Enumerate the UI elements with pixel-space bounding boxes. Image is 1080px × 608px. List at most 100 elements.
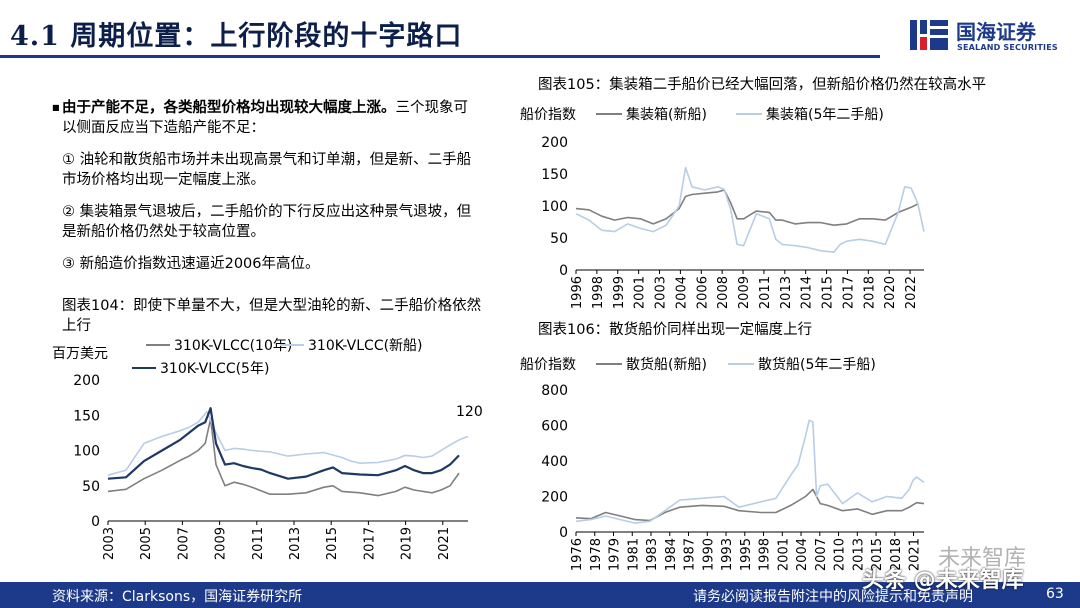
x-tick-label: 1996 <box>570 276 585 309</box>
value-annotation: 120 <box>456 404 483 420</box>
footer-source: 资料来源：Clarksons，国海证券研究所 <box>52 589 303 605</box>
y-tick-label: 600 <box>541 419 568 435</box>
x-tick-label: 1995 <box>739 538 754 571</box>
series-line-used <box>575 166 925 253</box>
x-tick-label: 2007 <box>176 527 191 560</box>
chart105-caption: 图表105：集装箱二手船价已经大幅回落，但新船价格仍然在较高水平 <box>538 77 987 93</box>
y-tick-label: 800 <box>541 383 568 399</box>
x-tick-label: 2011 <box>758 276 773 309</box>
legend-label: 集装箱(5年二手船) <box>766 106 884 123</box>
bulk-price-chart: 船价指数 散货船(新船) 散货船(5年二手船) 0 200 400 600 800 1976 19… <box>520 356 925 571</box>
x-tick-label: 2017 <box>841 276 856 309</box>
x-tick-label: 2009 <box>214 527 229 560</box>
x-tick-label: 2013 <box>779 276 794 309</box>
x-tick-label: 1998 <box>591 276 606 309</box>
legend-label: 310K-VLCC(10年) <box>174 338 292 354</box>
bullet-paragraph: ■ 由于产能不足，各类船型价格均出现较大幅度上涨。三个现象可以侧面反应当下造船产… <box>52 98 482 138</box>
point-1: ① 油轮和散货船市场并未出现高景气和订单潮，但是新、二手船市场价格均出现一定幅度… <box>62 152 472 188</box>
x-tick-label: 2006 <box>695 276 710 309</box>
watermark-logo: 未来智库 <box>938 546 1027 571</box>
x-tick-label: 2004 <box>795 538 810 571</box>
y-tick-label: 200 <box>541 490 568 506</box>
series-line-10y <box>107 418 460 497</box>
title-rule <box>0 55 880 58</box>
x-tick-label: 2001 <box>776 538 791 571</box>
legend-label: 310K-VLCC(5年) <box>160 361 269 377</box>
footer-bar <box>0 582 1080 608</box>
x-tick-label: 2015 <box>821 276 836 309</box>
bullet-rest: 三个现象可以侧面反应当下造船产能不足： <box>62 100 468 136</box>
x-tick-label: 2008 <box>716 276 731 309</box>
x-tick-label: 1976 <box>570 538 585 571</box>
x-tick-label: 2003 <box>654 276 669 309</box>
x-tick-label: 1984 <box>664 538 679 571</box>
x-tick-label: 2017 <box>362 527 377 560</box>
point-3: ③ 新船造价指数迅速逼近2006年高位。 <box>62 256 320 272</box>
y-tick-label: 400 <box>541 454 568 470</box>
x-tick-label: 2013 <box>288 527 303 560</box>
x-tick-label: 2015 <box>870 538 885 571</box>
legend-label: 散货船(新船) <box>626 356 707 373</box>
series-line-5y <box>107 407 460 480</box>
logo-mark-icon <box>910 20 948 50</box>
x-tick-label: 1993 <box>720 538 735 571</box>
legend-label: 集装箱(新船) <box>626 106 707 123</box>
x-tick-label: 2022 <box>904 276 919 309</box>
x-tick-label: 2021 <box>437 527 452 560</box>
x-tick-label: 2005 <box>139 527 154 560</box>
x-tick-label: 1978 <box>589 538 604 571</box>
x-tick-label: 2009 <box>737 276 752 309</box>
y-tick-label: 0 <box>559 525 568 541</box>
chart106-caption: 图表106：散货船价同样出现一定幅度上行 <box>538 322 813 338</box>
y-tick-label: 50 <box>82 479 100 495</box>
page-title: 4.1 周期位置：上行阶段的十字路口 <box>10 21 463 52</box>
chart104-caption: 图表104：即使下单量不大，但是大型油轮的新、二手船价格依然上行 <box>62 298 482 334</box>
y-tick-label: 100 <box>73 444 100 460</box>
x-tick-label: 2021 <box>908 538 923 571</box>
logo-chinese-name: 国海证券 <box>956 20 1036 44</box>
x-tick-label: 1983 <box>645 538 660 571</box>
series-line-new <box>575 488 925 522</box>
series-line-new <box>107 410 469 476</box>
x-tick-label: 2018 <box>889 538 904 571</box>
company-logo: 国海证券 SEALAND SECURITIES <box>908 14 1068 60</box>
x-tick-label: 2013 <box>851 538 866 571</box>
x-tick-label: 2003 <box>102 527 117 560</box>
y-tick-label: 0 <box>559 263 568 279</box>
legend-label: 310K-VLCC(新船) <box>308 338 423 354</box>
x-tick-label: 2010 <box>833 538 848 571</box>
y-axis-label: 船价指数 <box>520 357 576 373</box>
x-tick-label: 2018 <box>862 276 877 309</box>
bullet-lead: 由于产能不足，各类船型价格均出现较大幅度上涨。 <box>62 100 396 116</box>
x-tick-label: 2001 <box>633 276 648 309</box>
x-tick-label: 2014 <box>800 276 815 309</box>
y-tick-label: 150 <box>73 408 100 424</box>
x-tick-label: 2004 <box>674 276 689 309</box>
x-tick-label: 2015 <box>325 527 340 560</box>
y-axis-label: 百万美元 <box>52 346 108 362</box>
x-tick-label: 1990 <box>701 538 716 571</box>
y-tick-label: 150 <box>541 167 568 183</box>
y-tick-label: 200 <box>73 373 100 389</box>
vlcc-price-chart: 百万美元 310K-VLCC(10年) 310K-VLCC(新船) 310K-VLCC… <box>52 338 483 560</box>
y-tick-label: 0 <box>91 514 100 530</box>
x-tick-label: 2019 <box>400 527 415 560</box>
series-line-used <box>575 419 925 524</box>
body-text: ■ 由于产能不足，各类船型价格均出现较大幅度上涨。三个现象可以侧面反应当下造船产… <box>52 98 482 286</box>
series-line-new <box>575 189 918 226</box>
y-tick-label: 50 <box>550 231 568 247</box>
x-tick-label: 1981 <box>626 538 641 571</box>
point-2: ② 集装箱景气退坡后，二手船价的下行反应出这种景气退坡，但是新船价格仍然处于较高… <box>62 204 472 240</box>
y-axis-label: 船价指数 <box>520 107 576 123</box>
y-tick-label: 100 <box>541 199 568 215</box>
x-tick-label: 2011 <box>251 527 266 560</box>
x-tick-label: 2020 <box>883 276 898 309</box>
x-tick-label: 1987 <box>683 538 698 571</box>
logo-english-name: SEALAND SECURITIES <box>957 43 1058 52</box>
legend-label: 散货船(5年二手船) <box>758 356 876 373</box>
x-tick-label: 1998 <box>758 538 773 571</box>
x-tick-label: 1999 <box>612 276 627 309</box>
square-bullet-icon: ■ <box>52 103 60 112</box>
container-price-chart: 船价指数 集装箱(新船) 集装箱(5年二手船) 0 50 100 150 200 1996 199… <box>520 106 925 309</box>
x-tick-label: 1979 <box>608 538 623 571</box>
